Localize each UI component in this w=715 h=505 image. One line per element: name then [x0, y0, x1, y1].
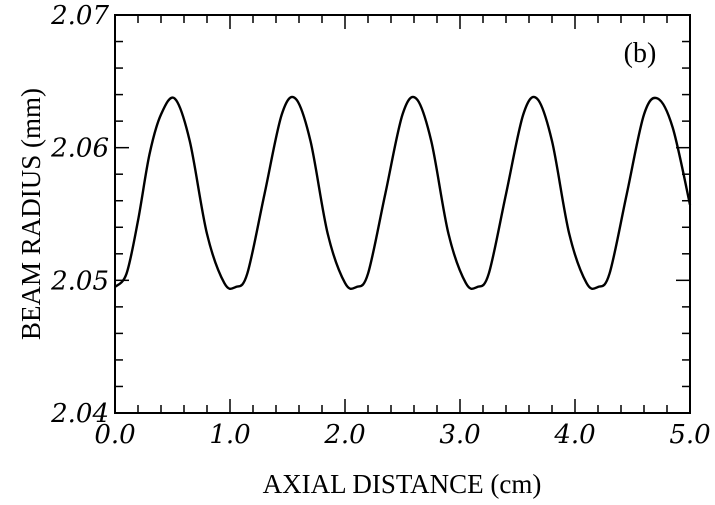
plot-frame: [114, 14, 691, 414]
x-axis-ticks: [114, 15, 691, 413]
x-axis-title: AXIAL DISTANCE (cm): [263, 469, 542, 499]
x-tick-label: 0.0: [94, 420, 135, 450]
panel-label: (b): [624, 38, 657, 69]
x-tick-label: 3.0: [439, 420, 480, 450]
y-tick-label: 2.05: [50, 266, 109, 296]
y-tick-label: 2.06: [50, 134, 109, 164]
y-axis-tick-labels: 2.04 2.05 2.06 2.07: [50, 1, 109, 429]
y-tick-label: 2.04: [50, 399, 109, 429]
series-line: [114, 95, 692, 291]
x-tick-label: 4.0: [553, 420, 595, 450]
x-tick-label: 5.0: [669, 420, 710, 450]
y-axis-title: BEAM RADIUS (mm): [16, 88, 46, 340]
y-axis-ticks: [115, 14, 690, 414]
y-tick-label: 2.07: [50, 1, 109, 31]
x-tick-label: 2.0: [323, 420, 365, 450]
x-tick-label: 1.0: [209, 420, 250, 450]
x-axis-tick-labels: 0.0 1.0 2.0 3.0 4.0 5.0: [94, 420, 710, 450]
